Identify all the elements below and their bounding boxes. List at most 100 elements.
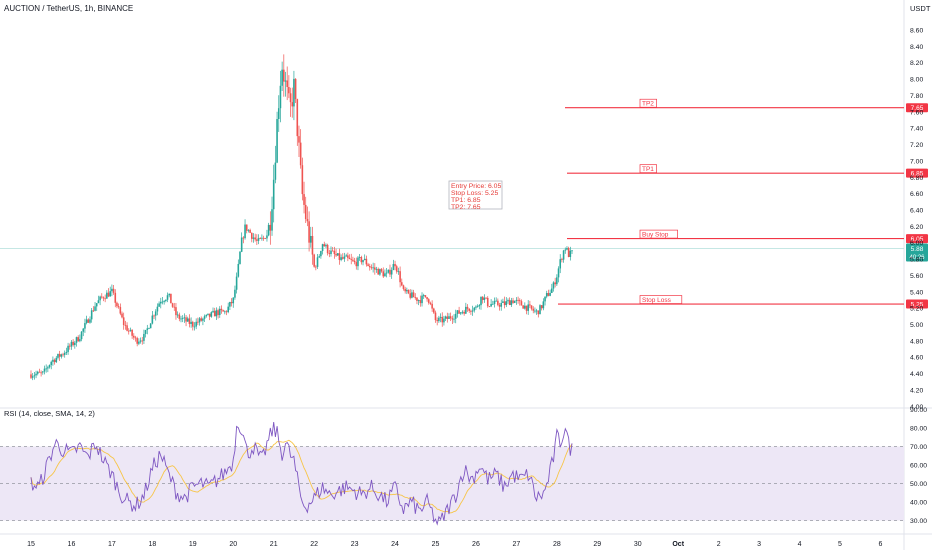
candle-body[interactable] bbox=[345, 255, 347, 257]
candle-body[interactable] bbox=[281, 69, 283, 86]
candle-body[interactable] bbox=[330, 250, 332, 255]
candle-body[interactable] bbox=[497, 300, 499, 305]
candle-body[interactable] bbox=[342, 257, 344, 259]
candle-body[interactable] bbox=[175, 307, 177, 316]
candle-body[interactable] bbox=[315, 266, 317, 268]
candle-body[interactable] bbox=[436, 320, 438, 322]
candle-body[interactable] bbox=[217, 310, 219, 316]
candle-body[interactable] bbox=[239, 251, 241, 264]
candle-body[interactable] bbox=[406, 289, 408, 292]
candle-body[interactable] bbox=[503, 301, 506, 306]
candle-body[interactable] bbox=[252, 237, 255, 239]
candle-body[interactable] bbox=[291, 102, 294, 107]
candle-body[interactable] bbox=[453, 318, 455, 320]
candle-body[interactable] bbox=[561, 259, 563, 260]
candle-body[interactable] bbox=[385, 272, 388, 274]
candle-body[interactable] bbox=[41, 371, 44, 373]
candle-body[interactable] bbox=[67, 345, 69, 352]
candle-body[interactable] bbox=[124, 324, 127, 326]
candle-body[interactable] bbox=[552, 282, 555, 289]
candle-body[interactable] bbox=[264, 238, 267, 240]
candle-body[interactable] bbox=[318, 256, 321, 258]
candle-body[interactable] bbox=[109, 291, 112, 297]
candle-body[interactable] bbox=[490, 303, 492, 307]
candle-body[interactable] bbox=[176, 314, 179, 316]
candle-body[interactable] bbox=[293, 78, 295, 107]
candle-body[interactable] bbox=[320, 251, 322, 257]
candle-body[interactable] bbox=[180, 318, 182, 320]
candle-body[interactable] bbox=[429, 302, 432, 304]
candle-body[interactable] bbox=[468, 308, 471, 311]
candle-body[interactable] bbox=[111, 288, 113, 292]
candle-body[interactable] bbox=[30, 374, 32, 378]
candle-body[interactable] bbox=[298, 136, 300, 143]
candle-body[interactable] bbox=[309, 235, 312, 243]
candle-body[interactable] bbox=[277, 108, 280, 119]
candle-body[interactable] bbox=[165, 299, 167, 301]
candle-body[interactable] bbox=[372, 267, 374, 269]
candle-body[interactable] bbox=[33, 375, 36, 377]
candle-body[interactable] bbox=[478, 305, 481, 307]
candle-body[interactable] bbox=[168, 293, 171, 296]
candle-body[interactable] bbox=[380, 269, 383, 272]
candle-body[interactable] bbox=[80, 331, 83, 340]
candle-body[interactable] bbox=[439, 316, 442, 318]
candle-body[interactable] bbox=[473, 307, 476, 311]
candle-body[interactable] bbox=[70, 341, 73, 347]
candle-body[interactable] bbox=[203, 316, 206, 319]
candle-body[interactable] bbox=[202, 318, 204, 321]
candle-body[interactable] bbox=[159, 301, 162, 304]
candle-body[interactable] bbox=[144, 330, 147, 334]
candle-body[interactable] bbox=[522, 305, 524, 309]
candle-body[interactable] bbox=[313, 254, 315, 267]
candle-body[interactable] bbox=[296, 99, 299, 137]
candle-body[interactable] bbox=[571, 250, 573, 252]
candle-body[interactable] bbox=[55, 357, 58, 363]
candle-body[interactable] bbox=[567, 248, 570, 257]
candle-body[interactable] bbox=[127, 330, 130, 332]
candle-body[interactable] bbox=[466, 306, 469, 309]
candle-body[interactable] bbox=[554, 282, 556, 285]
candle-body[interactable] bbox=[250, 232, 253, 239]
candle-body[interactable] bbox=[495, 300, 497, 302]
candle-body[interactable] bbox=[230, 301, 233, 304]
candle-body[interactable] bbox=[207, 313, 209, 315]
candle-body[interactable] bbox=[451, 318, 454, 320]
candle-body[interactable] bbox=[154, 311, 157, 316]
candle-body[interactable] bbox=[272, 179, 275, 210]
candle-body[interactable] bbox=[229, 301, 231, 307]
candle-body[interactable] bbox=[569, 250, 572, 257]
candle-body[interactable] bbox=[326, 244, 329, 254]
candle-body[interactable] bbox=[183, 317, 186, 319]
candle-body[interactable] bbox=[370, 267, 373, 269]
candle-body[interactable] bbox=[158, 303, 160, 307]
candle-body[interactable] bbox=[92, 310, 95, 312]
candle-body[interactable] bbox=[368, 265, 371, 268]
candle-body[interactable] bbox=[114, 292, 117, 303]
candle-body[interactable] bbox=[77, 337, 79, 342]
candle-body[interactable] bbox=[143, 333, 145, 341]
candle-body[interactable] bbox=[107, 292, 110, 297]
candle-body[interactable] bbox=[529, 304, 531, 306]
candle-body[interactable] bbox=[559, 259, 562, 269]
candle-body[interactable] bbox=[89, 319, 91, 323]
candle-body[interactable] bbox=[220, 308, 223, 311]
candle-body[interactable] bbox=[550, 288, 553, 293]
candle-body[interactable] bbox=[38, 371, 41, 373]
candle-body[interactable] bbox=[171, 303, 174, 307]
candle-body[interactable] bbox=[45, 368, 47, 370]
candle-body[interactable] bbox=[126, 325, 128, 331]
candle-body[interactable] bbox=[50, 361, 53, 366]
candle-body[interactable] bbox=[170, 293, 172, 304]
candle-body[interactable] bbox=[198, 318, 201, 323]
candle-body[interactable] bbox=[95, 303, 98, 307]
candle-body[interactable] bbox=[192, 321, 194, 327]
candle-body[interactable] bbox=[367, 264, 369, 266]
candle-body[interactable] bbox=[323, 244, 326, 247]
candle-body[interactable] bbox=[133, 335, 135, 338]
candle-body[interactable] bbox=[492, 303, 494, 305]
candle-body[interactable] bbox=[257, 238, 260, 241]
candle-body[interactable] bbox=[213, 310, 216, 317]
candle-body[interactable] bbox=[471, 310, 474, 312]
candle-body[interactable] bbox=[456, 310, 459, 314]
